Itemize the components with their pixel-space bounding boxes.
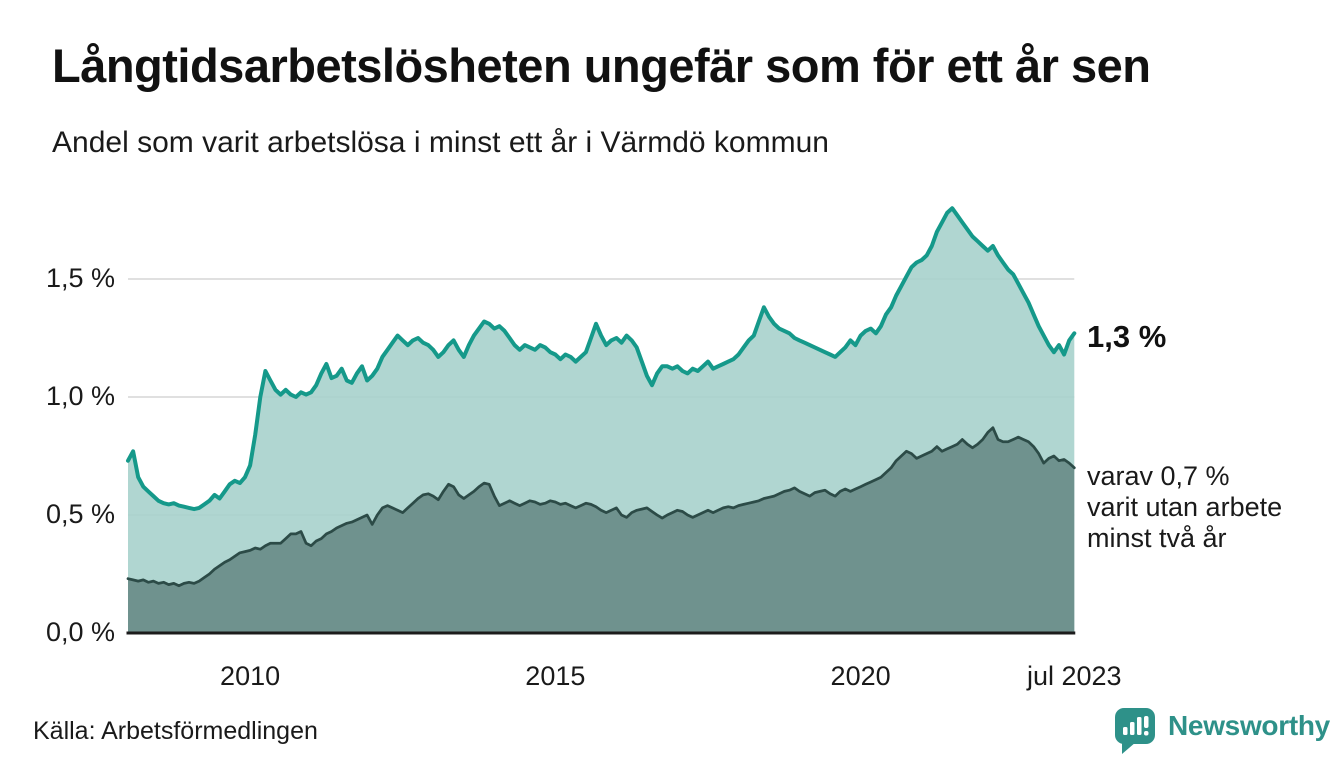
newsworthy-chart-bubble-icon [1115,708,1155,754]
branding: Newsworthy [1113,706,1330,756]
y-axis-tick-label: 1,5 % [45,262,115,293]
y-axis-tick-label: 0,5 % [45,498,115,529]
series-end-value-label: 1,3 % [1087,319,1167,354]
brand-name: Newsworthy [1168,710,1330,741]
source-note: Källa: Arbetsförmedlingen [33,717,318,745]
y-axis-tick-label: 1,0 % [45,380,115,411]
series-annotation-label: varav 0,7 % varit utan arbete minst två … [1087,461,1283,553]
x-axis-tick-label: 2015 [525,661,586,691]
x-axis-tick-label: jul 2023 [1026,661,1122,691]
y-axis-tick-label: 0,0 % [45,616,115,647]
line-unemployed-1yr [126,206,1077,512]
x-axis-tick-label: 2020 [830,661,891,691]
line-unemployed-2yr [126,426,1076,588]
page-subtitle: Andel som varit arbetslösa i minst ett å… [52,126,829,159]
x-axis-tick-label: 2010 [220,661,281,691]
area-unemployed-2yr [128,427,1075,633]
page-title: Långtidsarbetslösheten ungefär som för e… [52,39,1151,92]
